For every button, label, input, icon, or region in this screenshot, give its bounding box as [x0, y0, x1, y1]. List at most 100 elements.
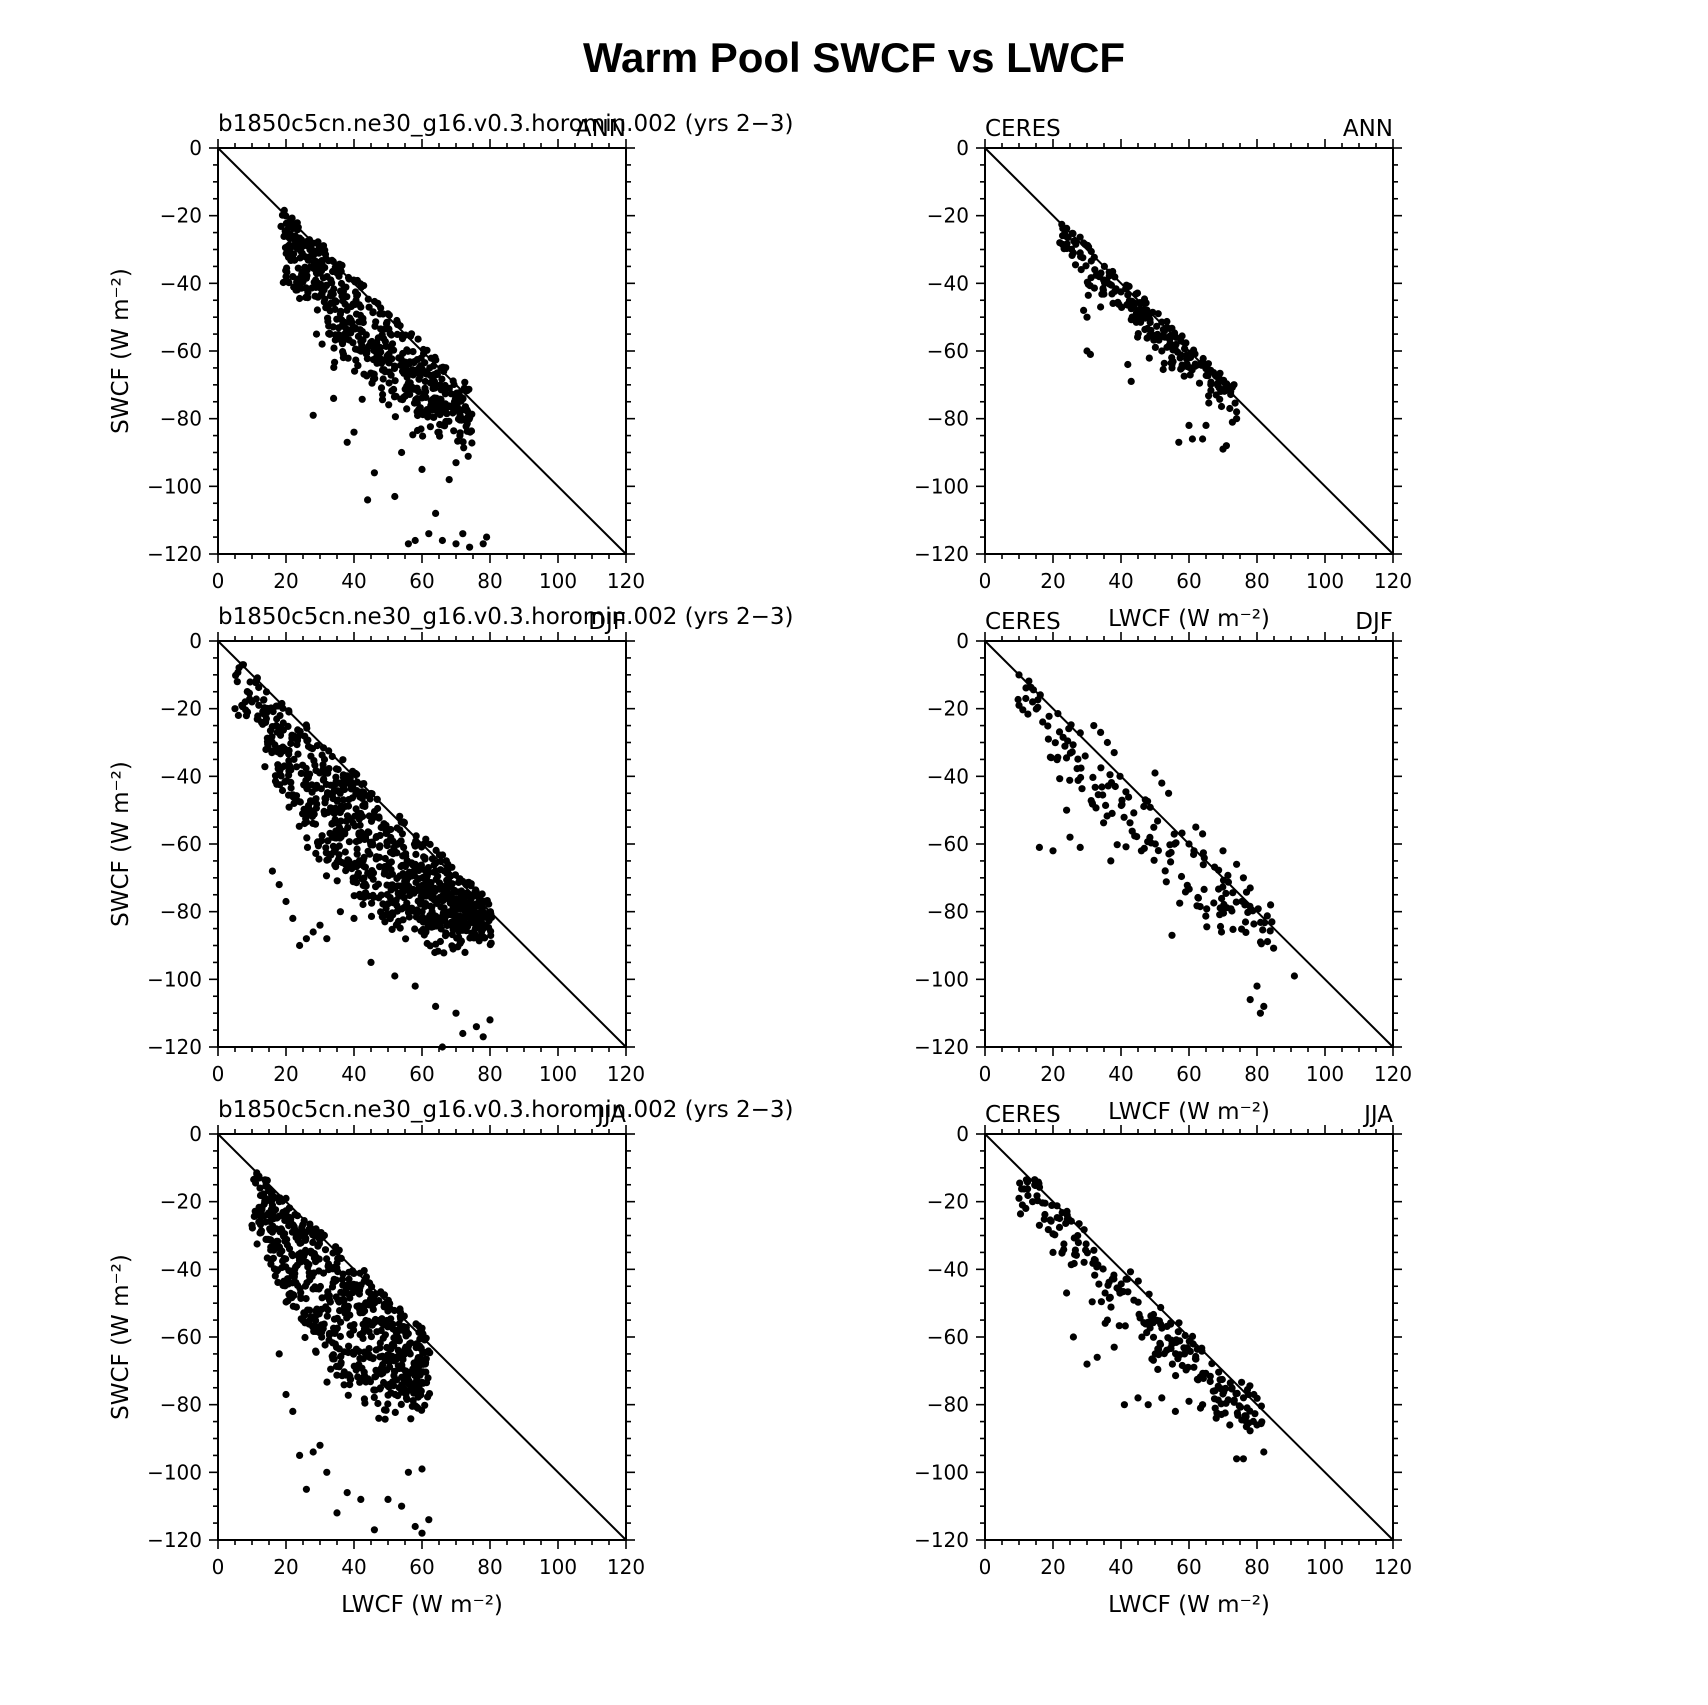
scatter-point [330, 285, 338, 293]
scatter-point [336, 789, 344, 797]
scatter-point [1159, 365, 1167, 374]
scatter-point [333, 1259, 341, 1267]
scatter-point [289, 1221, 297, 1229]
scatter-point [446, 898, 454, 906]
scatter-point [1198, 1344, 1206, 1352]
scatter-point [1044, 722, 1052, 730]
scatter-point [341, 1303, 349, 1311]
scatter-point [1069, 741, 1077, 749]
scatter-point [1212, 1414, 1220, 1422]
scatter-point [450, 427, 458, 435]
scatter-point [293, 1261, 301, 1269]
scatter-point [469, 910, 477, 918]
scatter-point [1074, 1232, 1082, 1240]
scatter-point [318, 751, 326, 759]
scatter-point [478, 905, 486, 913]
scatter-point [252, 677, 260, 685]
scatter-point [1233, 1409, 1241, 1417]
scatter-point [331, 358, 339, 366]
scatter-point [1151, 343, 1159, 351]
scatter-point [391, 972, 399, 980]
scatter-point [1110, 749, 1118, 757]
scatter-point [1219, 1390, 1227, 1398]
scatter-point [1111, 273, 1119, 281]
scatter-point [1100, 819, 1108, 827]
scatter-point [1099, 286, 1107, 294]
scatter-point [418, 465, 426, 473]
scatter-point [1065, 725, 1073, 733]
scatter-point [479, 540, 487, 548]
y-tick-label: −20 [927, 204, 969, 228]
scatter-point [372, 318, 380, 326]
scatter-point [393, 316, 401, 325]
scatter-point [345, 275, 353, 283]
y-tick-label: −100 [147, 474, 202, 498]
scatter-point [456, 939, 464, 947]
scatter-point [411, 925, 419, 933]
scatter-point [487, 913, 496, 922]
scatter-point [321, 246, 329, 254]
scatter-point [1172, 1372, 1180, 1380]
scatter-point [261, 763, 269, 771]
scatter-point [303, 834, 311, 842]
scatter-point [278, 1263, 286, 1272]
scatter-point [1089, 773, 1097, 782]
scatter-point [365, 1345, 373, 1353]
scatter-point [1188, 1332, 1197, 1340]
scatter-point [322, 844, 330, 852]
scatter-point [396, 1313, 404, 1321]
scatter-point [304, 1263, 312, 1271]
scatter-point [1177, 872, 1186, 881]
scatter-point [1215, 1368, 1223, 1376]
scatter-point [387, 371, 395, 379]
scatter-point [1224, 871, 1232, 880]
scatter-point [281, 227, 289, 235]
scatter-point [397, 395, 405, 403]
scatter-point [262, 1235, 270, 1243]
scatter-point [1178, 829, 1186, 837]
scatter-point [1244, 1390, 1252, 1399]
scatter-point [412, 1403, 420, 1411]
scatter-point [268, 1228, 276, 1236]
scatter-point [375, 1414, 383, 1422]
scatter-point [328, 256, 336, 264]
scatter-point [1150, 823, 1158, 831]
scatter-point [325, 330, 333, 338]
scatter-point [353, 845, 361, 853]
scatter-point [324, 1306, 332, 1314]
y-tick-label: −40 [927, 271, 969, 295]
scatter-point [355, 830, 363, 838]
scatter-point [1213, 373, 1221, 381]
scatter-point [454, 437, 462, 445]
scatter-point [298, 242, 307, 251]
scatter-point [278, 763, 286, 771]
scatter-point [384, 1400, 392, 1408]
x-tick-label: 20 [1040, 1062, 1065, 1086]
scatter-point [1138, 1333, 1146, 1341]
scatter-point [345, 796, 353, 804]
scatter-point [383, 842, 391, 850]
scatter-point [366, 1301, 374, 1309]
scatter-point [428, 894, 436, 902]
scatter-point [1090, 1255, 1098, 1264]
scatter-point [1069, 249, 1077, 257]
scatter-point [365, 1279, 373, 1287]
scatter-point [432, 940, 440, 948]
y-tick-label: 0 [956, 1122, 969, 1146]
scatter-point [313, 264, 321, 272]
scatter-point [350, 428, 358, 436]
scatter-point [312, 1327, 320, 1335]
scatter-point [1168, 364, 1176, 372]
scatter-point [336, 1307, 344, 1315]
scatter-point [420, 391, 428, 399]
scatter-point [1088, 1298, 1096, 1306]
y-tick-label: −40 [927, 764, 969, 788]
scatter-point [284, 1275, 292, 1283]
scatter-point [422, 370, 431, 378]
scatter-point [1063, 242, 1071, 250]
x-tick-label: 120 [1374, 1555, 1412, 1579]
scatter-point [367, 958, 375, 967]
scatter-point [376, 831, 384, 840]
scatter-point [297, 769, 305, 778]
scatter-point [1161, 333, 1169, 341]
